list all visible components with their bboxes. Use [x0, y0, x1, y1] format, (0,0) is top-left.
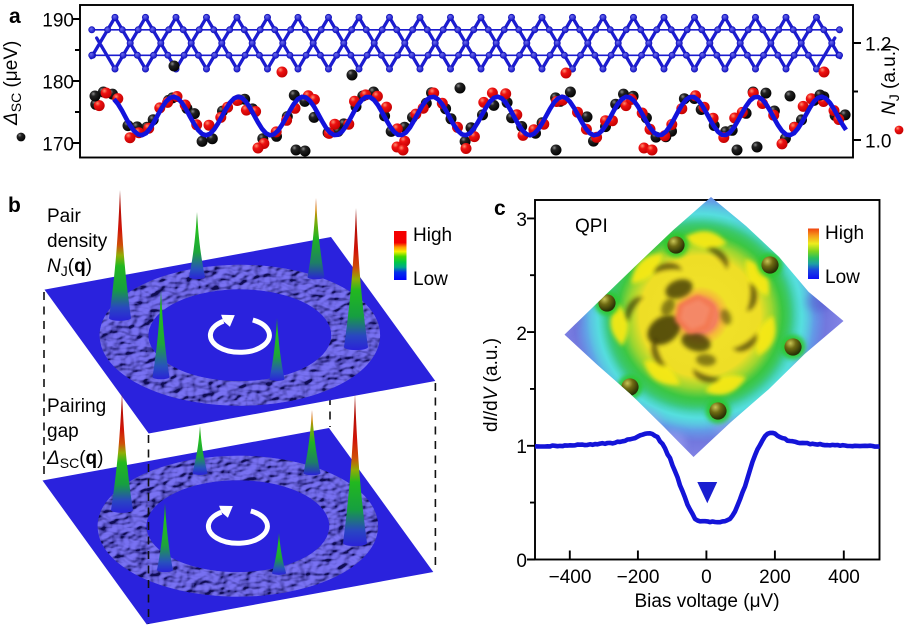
svg-text:a: a — [9, 5, 21, 28]
svg-text:Pair: Pair — [47, 206, 81, 227]
svg-text:gap: gap — [47, 421, 79, 442]
svg-text:180: 180 — [42, 73, 74, 94]
svg-text:High: High — [413, 225, 452, 246]
svg-text:0: 0 — [516, 551, 527, 572]
svg-text:ΔSC (μeV): ΔSC (μeV) — [1, 41, 24, 126]
svg-text:Low: Low — [413, 269, 448, 290]
svg-text:170: 170 — [42, 135, 74, 156]
svg-text:ΔSC(q): ΔSC(q) — [46, 448, 103, 471]
svg-text:High: High — [825, 223, 864, 244]
svg-text:1.0: 1.0 — [865, 132, 891, 153]
svg-text:−200: −200 — [617, 567, 660, 588]
svg-text:Pairing: Pairing — [47, 396, 106, 417]
svg-text:0: 0 — [701, 567, 712, 588]
svg-text:−400: −400 — [549, 567, 592, 588]
svg-text:NJ (a.u.): NJ (a.u.) — [879, 45, 902, 115]
svg-text:190: 190 — [42, 11, 74, 32]
svg-text:dI/dV (a.u.): dI/dV (a.u.) — [481, 338, 502, 432]
svg-text:1.2: 1.2 — [865, 35, 891, 56]
svg-text:b: b — [8, 194, 21, 217]
svg-text:c: c — [494, 197, 506, 220]
svg-text:Low: Low — [825, 267, 860, 288]
svg-text:density: density — [47, 231, 108, 252]
svg-text:Bias voltage (μV): Bias voltage (μV) — [634, 591, 779, 612]
svg-text:2: 2 — [516, 324, 527, 345]
svg-text:200: 200 — [759, 567, 791, 588]
svg-text:QPI: QPI — [575, 216, 608, 237]
svg-text:400: 400 — [828, 567, 860, 588]
svg-text:1: 1 — [516, 437, 527, 458]
svg-text:3: 3 — [516, 210, 527, 231]
svg-text:NJ(q): NJ(q) — [47, 256, 92, 279]
